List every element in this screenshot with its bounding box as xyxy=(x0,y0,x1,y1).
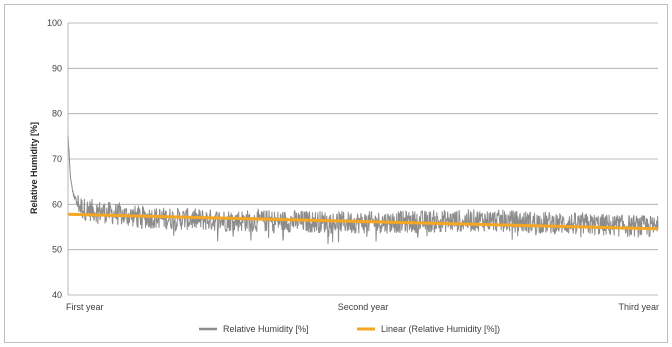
x-tick-label: Second year xyxy=(338,302,389,312)
y-tick-label: 50 xyxy=(52,245,62,255)
legend: Relative Humidity [%] Linear (Relative Hu… xyxy=(199,324,500,334)
y-tick-label: 80 xyxy=(52,109,62,119)
legend-label: Relative Humidity [%] xyxy=(223,324,309,334)
y-tick-label: 40 xyxy=(52,290,62,300)
y-tick-label: 100 xyxy=(47,18,62,28)
legend-item-relative-humidity: Relative Humidity [%] xyxy=(199,324,309,334)
series-line-linear-trend xyxy=(67,212,659,231)
legend-label: Linear (Relative Humidity [%]) xyxy=(381,324,500,334)
axis-layer: 40 50 60 70 80 90 100 First year Second year Thir… xyxy=(47,18,659,312)
legend-item-linear-trend: Linear (Relative Humidity [%]) xyxy=(357,324,500,334)
y-tick-label: 60 xyxy=(52,199,62,209)
chart-frame xyxy=(4,4,668,343)
grid-layer xyxy=(68,22,658,296)
x-tick-label: Third year xyxy=(618,302,659,312)
y-tick-label: 90 xyxy=(52,63,62,73)
y-tick-label: 70 xyxy=(52,154,62,164)
series-layer xyxy=(67,135,659,245)
x-tick-label: First year xyxy=(66,302,104,312)
y-axis-title: Relative Humidity [%] xyxy=(29,122,39,214)
